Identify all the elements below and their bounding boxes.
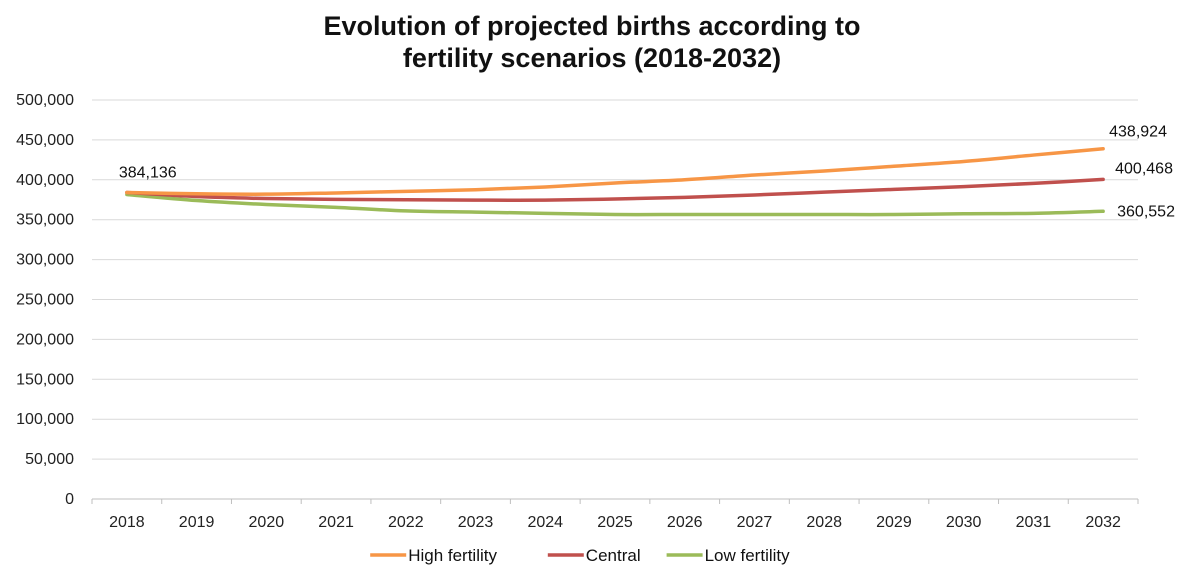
y-tick-label: 350,000 xyxy=(16,212,74,229)
y-tick-label: 450,000 xyxy=(16,132,74,149)
chart-title-line-1: Evolution of projected births according … xyxy=(323,11,861,41)
y-tick-label: 0 xyxy=(65,491,74,508)
data-labels: 384,136 438,924 400,468 360,552 xyxy=(119,124,1175,221)
series-line-high-fertility xyxy=(125,146,1105,196)
y-tick-label: 50,000 xyxy=(25,451,74,468)
chart-title-line-2: fertility scenarios (2018-2032) xyxy=(402,43,782,73)
x-axis: 2018 2019 2020 2021 2022 2023 2024 2025 2026 2027… xyxy=(91,498,1139,531)
x-tick-label: 2020 xyxy=(249,514,285,531)
x-tick-label: 2023 xyxy=(458,514,494,531)
y-tick-label: 100,000 xyxy=(16,411,74,428)
data-label: 384,136 xyxy=(119,164,177,181)
x-tick-label: 2022 xyxy=(388,514,424,531)
y-tick-label: 400,000 xyxy=(16,172,74,189)
data-label: 360,552 xyxy=(1117,203,1175,220)
x-tick-label: 2029 xyxy=(876,514,912,531)
legend: High fertility Central Low fertility xyxy=(370,546,790,565)
y-tick-label: 150,000 xyxy=(16,371,74,388)
x-tick-label: 2031 xyxy=(1016,514,1052,531)
data-label: 400,468 xyxy=(1115,160,1173,177)
x-tick-label: 2030 xyxy=(946,514,982,531)
x-tick-label: 2024 xyxy=(527,514,563,531)
x-tick-label: 2026 xyxy=(667,514,703,531)
x-tick-label: 2019 xyxy=(179,514,215,531)
gridlines xyxy=(92,99,1138,460)
y-tick-label: 500,000 xyxy=(16,92,74,109)
x-tick-label: 2028 xyxy=(806,514,842,531)
x-tick-label: 2025 xyxy=(597,514,633,531)
series-line-low-fertility xyxy=(125,192,1105,217)
series-lines xyxy=(125,146,1105,217)
legend-label-low-fertility: Low fertility xyxy=(705,546,791,565)
y-tick-label: 250,000 xyxy=(16,292,74,309)
x-tick-label: 2032 xyxy=(1085,514,1121,531)
chart-title: Evolution of projected births according … xyxy=(0,10,1184,74)
x-tick-label: 2021 xyxy=(318,514,354,531)
data-label: 438,924 xyxy=(1109,124,1167,141)
y-tick-label: 200,000 xyxy=(16,331,74,348)
legend-label-high-fertility: High fertility xyxy=(408,546,497,565)
y-axis: 0 50,000 100,000 150,000 200,000 250,000 300,0… xyxy=(16,92,74,508)
legend-label-central: Central xyxy=(586,546,641,565)
x-tick-label: 2027 xyxy=(737,514,773,531)
x-tick-label: 2018 xyxy=(109,514,145,531)
series-line-central xyxy=(125,177,1105,203)
y-tick-label: 300,000 xyxy=(16,252,74,269)
